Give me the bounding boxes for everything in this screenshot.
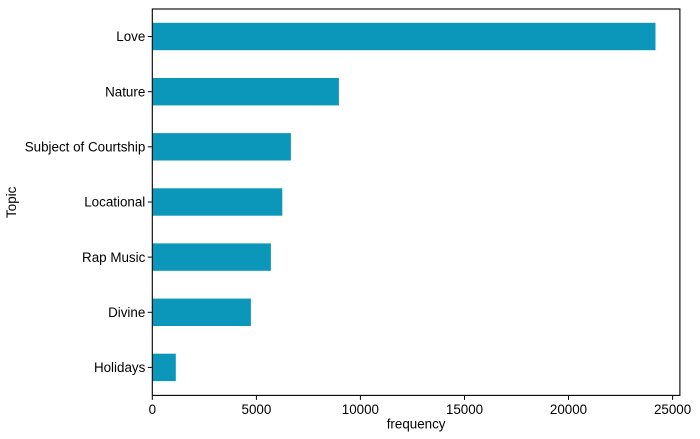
svg-text:Nature: Nature bbox=[105, 84, 145, 99]
svg-text:10000: 10000 bbox=[342, 402, 379, 417]
svg-text:frequency: frequency bbox=[387, 417, 446, 432]
svg-text:0: 0 bbox=[149, 402, 156, 417]
svg-text:5000: 5000 bbox=[242, 402, 272, 417]
svg-text:Divine: Divine bbox=[108, 305, 145, 320]
svg-text:Topic: Topic bbox=[4, 186, 19, 218]
svg-text:Holidays: Holidays bbox=[94, 360, 146, 375]
svg-text:25000: 25000 bbox=[654, 402, 691, 417]
svg-text:15000: 15000 bbox=[446, 402, 483, 417]
svg-text:Locational: Locational bbox=[84, 195, 145, 210]
svg-text:Rap Music: Rap Music bbox=[82, 250, 146, 265]
svg-text:Subject of Courtship: Subject of Courtship bbox=[25, 139, 146, 154]
svg-text:Love: Love bbox=[116, 29, 145, 44]
svg-text:20000: 20000 bbox=[550, 402, 587, 417]
